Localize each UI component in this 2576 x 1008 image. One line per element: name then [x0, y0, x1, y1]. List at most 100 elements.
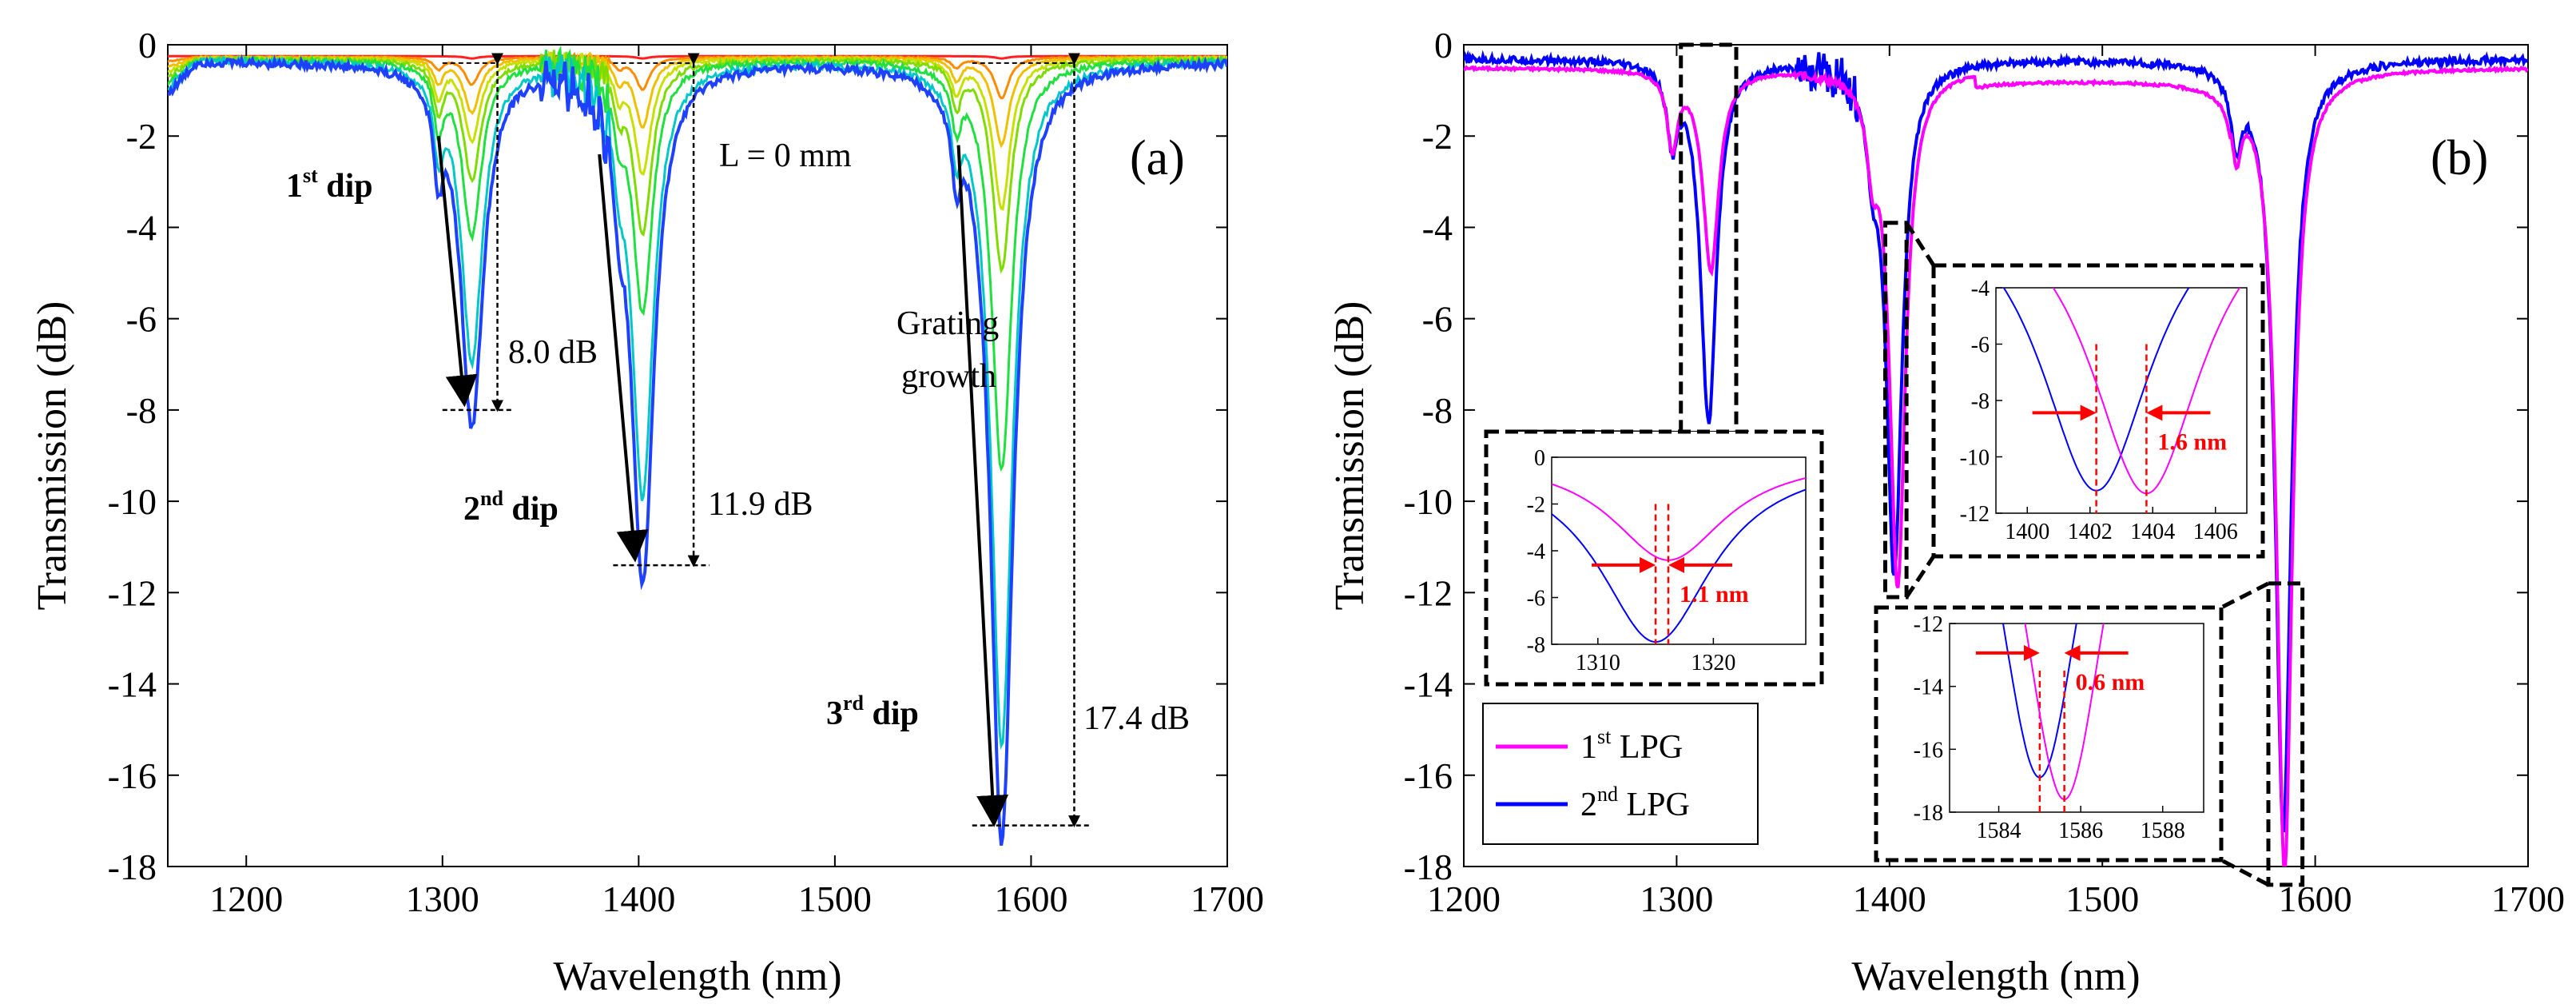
panel-b-x-label: Wavelength (nm)	[1851, 954, 2140, 999]
growth-arrow-2	[598, 153, 649, 563]
inset-x-tick-label: 1584	[1977, 819, 2021, 843]
panel-b-insets: 1.1 nm 1310 1320 0 -2 -4 -6 -8 1.6 nm 1400 1402 140…	[1484, 263, 2265, 863]
dip1-label: 1st dip	[286, 164, 373, 205]
dip3-label: 3rd dip	[826, 691, 919, 732]
panel-b-ticks: 1200 1300 1400 1500 1600 17000-2-4-6-8-10-12-…	[1404, 25, 2565, 919]
y-tick-label: -18	[1404, 847, 1453, 887]
panel-a-y-label: Transmission (dB)	[30, 301, 75, 611]
inset-y-tick-label: -4	[1971, 277, 1990, 301]
x-tick-label: 1500	[2065, 879, 2139, 919]
inset-x-tick-label: 1310	[1576, 651, 1620, 675]
y-tick-label: -2	[126, 116, 157, 157]
y-tick-label: -14	[108, 664, 157, 705]
y-tick-label: -2	[1422, 116, 1453, 157]
panel-b-y-label: Transmission (dB)	[1327, 301, 1373, 611]
inset-x-tick-label: 1406	[2193, 520, 2238, 544]
inset-plot-area-1	[1551, 456, 1807, 645]
dip3-depth-label: 17.4 dB	[1083, 700, 1190, 737]
l0-label: L = 0 mm	[719, 137, 852, 174]
inset-y-tick-label: -4	[1527, 540, 1545, 564]
x-tick-label: 1500	[798, 879, 872, 919]
panel-a-ticks: 1200 1300 1400 1500 1600 1700 0 -2 -4 -6 -8 -10 -12 -…	[108, 25, 1264, 919]
y-tick-label: -6	[126, 299, 157, 340]
zoom-connector-3-2	[2220, 858, 2270, 887]
y-tick-label: -18	[108, 847, 157, 887]
growth-arrow-1	[436, 136, 478, 408]
dip2-label: 2nd dip	[463, 487, 559, 528]
y-tick-label: -12	[108, 572, 157, 613]
zoom-box-2	[1882, 221, 1909, 600]
inset-plot-area-2	[1995, 287, 2248, 514]
inset-y-tick-label: -16	[1914, 738, 1943, 763]
inset-y-tick-label: -6	[1527, 587, 1545, 612]
panel-a-x-label: Wavelength (nm)	[553, 954, 841, 999]
inset-line-1-lpg-2	[1552, 488, 1806, 643]
y-tick-label: -8	[1422, 390, 1453, 431]
x-tick-label: 1200	[1427, 879, 1501, 919]
y-tick-label: 0	[138, 25, 157, 66]
inset-y-tick-label: -8	[1971, 389, 1990, 414]
shift-label-3: 0.6 nm	[2076, 669, 2145, 695]
y-tick-label: -16	[108, 755, 157, 796]
shift-label-2: 1.6 nm	[2157, 428, 2227, 455]
legend-box	[1482, 703, 1759, 845]
y-tick-label: -6	[1422, 299, 1453, 340]
y-tick-label: -4	[126, 207, 157, 248]
growth-label-line1: Grating	[896, 305, 999, 342]
inset-y-tick-label: -12	[1960, 502, 1990, 527]
y-tick-label: -12	[1404, 572, 1453, 613]
growth-arrow-3	[956, 145, 1009, 827]
inset-y-tick-label: -14	[1914, 675, 1943, 700]
inset-y-tick-label: 0	[1534, 446, 1545, 471]
series-line-lpg-1	[1464, 64, 2528, 867]
x-tick-label: 1300	[1640, 879, 1713, 919]
x-tick-label: 1300	[406, 879, 479, 919]
panel-a-label: (a)	[1130, 131, 1185, 185]
inset-y-tick-label: -6	[1971, 333, 1990, 358]
x-tick-label: 1400	[1853, 879, 1926, 919]
zoom-box-3	[2266, 581, 2305, 887]
y-tick-label: -8	[126, 390, 157, 431]
inset-curves-3	[2002, 624, 2105, 812]
legend-label-1st-lpg: 1st LPG	[1580, 725, 1683, 766]
zoom-connector-2-1	[1905, 221, 1936, 267]
inset-curves-2	[2002, 288, 2241, 513]
panel-a: 1200 1300 1400 1500 1600 1700 0 -2 -4 -6 -8 -10 -12 -…	[30, 25, 1264, 999]
inset-y-tick-label: -2	[1527, 493, 1545, 518]
y-tick-label: -16	[1404, 755, 1453, 796]
legend: 1st LPG 2nd LPG	[1482, 703, 1759, 845]
panel-b: 1200 1300 1400 1500 1600 17000-2-4-6-8-10-12-…	[1327, 25, 2565, 999]
inset-x-tick-label: 1588	[2141, 819, 2185, 843]
y-tick-label: 0	[1434, 25, 1453, 66]
shift-label-1: 1.1 nm	[1680, 581, 1749, 608]
panel-b-curves	[1464, 50, 2528, 867]
inset-x-tick-label: 1320	[1691, 651, 1735, 675]
panel-a-arrows	[436, 53, 1091, 828]
y-tick-label: -14	[1404, 664, 1453, 705]
inset-y-tick-label: -12	[1914, 612, 1943, 637]
panel-b-label: (b)	[2431, 131, 2488, 185]
x-tick-label: 1200	[209, 879, 283, 919]
inset-y-tick-label: -8	[1527, 633, 1545, 658]
panel-a-annotations: L = 0 mm Grating growth 1st dip 2nd dip …	[286, 137, 1190, 737]
growth-label-line2: growth	[901, 358, 996, 395]
dip2-depth-label: 11.9 dB	[708, 486, 813, 523]
inset-y-tick-label: -18	[1914, 801, 1943, 826]
inset-line-2-lpg-2	[2002, 288, 2190, 492]
inset-y-tick-label: -10	[1960, 446, 1990, 471]
y-tick-label: -4	[1422, 207, 1453, 248]
x-tick-label: 1700	[2491, 879, 2565, 919]
y-tick-label: -10	[108, 481, 157, 522]
inset-x-tick-label: 1402	[2068, 520, 2113, 544]
zoom-connector-2-2	[1905, 555, 1936, 599]
inset-x-tick-label: 1404	[2130, 520, 2175, 544]
inset-line-3-lpg-1	[2024, 624, 2105, 801]
zoom-connector-3-1	[2220, 581, 2270, 610]
y-tick-label: -10	[1404, 481, 1453, 522]
x-tick-label: 1600	[994, 879, 1067, 919]
inset-line-2-lpg-1	[2052, 288, 2241, 495]
x-tick-label: 1400	[602, 879, 675, 919]
dip1-depth-label: 8.0 dB	[508, 334, 598, 371]
inset-x-tick-label: 1586	[2058, 819, 2103, 843]
